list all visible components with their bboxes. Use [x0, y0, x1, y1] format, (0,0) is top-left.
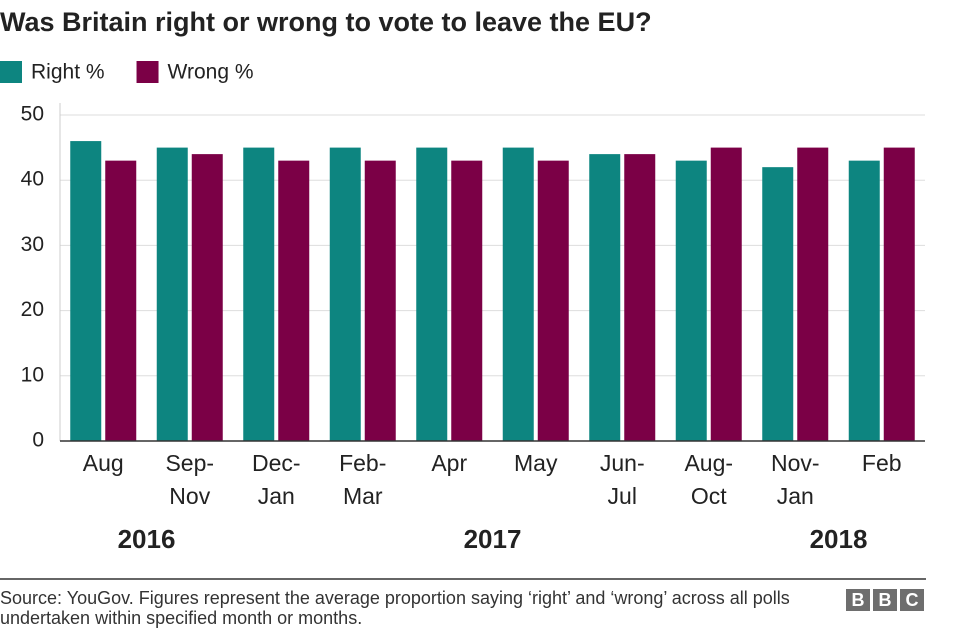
bar	[191, 154, 223, 441]
bar	[624, 154, 656, 441]
x-tick-label: Feb- Mar	[339, 450, 386, 509]
y-tick-label: 10	[21, 363, 44, 386]
x-tick-line: Jan	[777, 483, 814, 509]
bar	[416, 147, 448, 441]
bar	[848, 160, 880, 441]
x-tick-line: Aug-	[684, 450, 733, 476]
bar	[364, 160, 396, 441]
x-tick-line: Oct	[691, 483, 727, 509]
x-tick-line: Jan	[258, 483, 295, 509]
bar	[451, 160, 483, 441]
y-tick-label: 30	[21, 233, 44, 256]
y-tick-label: 50	[21, 103, 44, 126]
source: Source: YouGov. Figures represent the av…	[0, 588, 790, 628]
y-tick-label: 40	[21, 168, 44, 191]
year-label: 2016	[118, 524, 176, 554]
x-tick-label: Jun- Jul	[600, 450, 645, 509]
y-tick-label: 0	[32, 429, 44, 452]
x-tick-label: Sep- Nov	[165, 450, 214, 509]
bar	[243, 147, 275, 441]
x-tick-label: Nov- Jan	[771, 450, 820, 509]
bar	[797, 147, 829, 441]
logo-letter: B	[873, 589, 897, 611]
year-label: 2017	[464, 524, 522, 554]
x-tick-label: Feb	[862, 450, 902, 476]
year-label: 2018	[810, 524, 868, 554]
x-tick-line: Jul	[608, 483, 637, 509]
legend-label: Wrong %	[168, 61, 254, 84]
x-tick-line: Sep-	[165, 450, 214, 476]
bar	[278, 160, 310, 441]
logo-letter: C	[900, 589, 924, 611]
bar	[537, 160, 569, 441]
bar	[762, 167, 794, 441]
x-tick-label: May	[514, 450, 558, 476]
bar	[329, 147, 361, 441]
logo-letter: B	[846, 589, 870, 611]
legend-label: Right %	[31, 61, 105, 84]
bar	[70, 141, 102, 441]
chart-title: Was Britain right or wrong to vote to le…	[0, 7, 652, 37]
bar	[156, 147, 188, 441]
legend-swatch	[0, 61, 22, 83]
x-tick-label: Dec- Jan	[252, 450, 301, 509]
x-tick-line: Nov-	[771, 450, 820, 476]
bar	[105, 160, 137, 441]
bar	[883, 147, 915, 441]
x-tick-label: Aug	[83, 450, 124, 476]
x-tick-label: Apr	[431, 450, 467, 476]
x-tick-line: Mar	[343, 483, 383, 509]
x-tick-line: Dec-	[252, 450, 301, 476]
bar	[502, 147, 534, 441]
x-tick-label: Aug- Oct	[684, 450, 733, 509]
bar	[589, 154, 621, 441]
x-tick-line: Jun-	[600, 450, 645, 476]
x-tick-line: Nov	[169, 483, 210, 509]
y-tick-label: 20	[21, 298, 44, 321]
bar	[675, 160, 707, 441]
x-tick-line: Feb-	[339, 450, 386, 476]
bar	[710, 147, 742, 441]
legend-swatch	[136, 61, 159, 83]
